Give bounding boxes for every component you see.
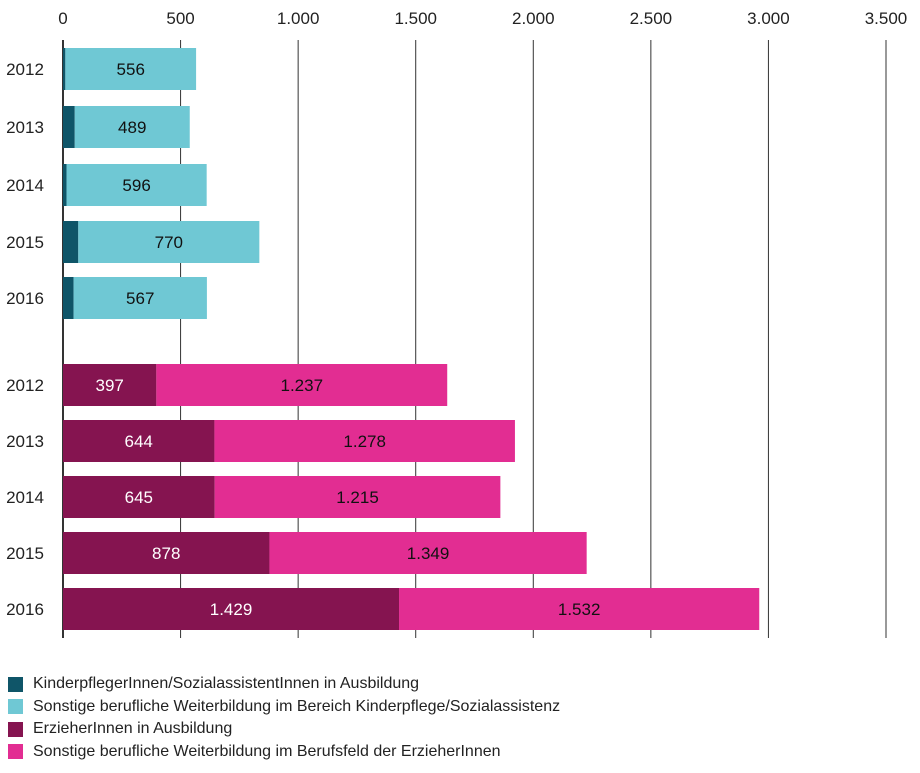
data-label: 567 xyxy=(126,289,154,308)
legend-label: Sonstige berufliche Weiterbildung im Ber… xyxy=(33,742,501,760)
bar xyxy=(399,588,760,630)
data-label: 596 xyxy=(122,176,150,195)
x-tick-label: 500 xyxy=(166,9,194,28)
data-label: 1.532 xyxy=(558,600,601,619)
bar xyxy=(63,48,66,90)
bar xyxy=(63,164,67,206)
legend-item: ErzieherInnen in Ausbildung xyxy=(8,718,560,741)
data-label: 397 xyxy=(95,376,123,395)
data-label: 1.278 xyxy=(343,432,386,451)
y-tick-label: 2012 xyxy=(6,60,44,79)
x-tick-label: 3.000 xyxy=(747,9,790,28)
stacked-bar-chart: 0 500 1.000 1.500 2.000 2.500 3.000 3.500 556 48… xyxy=(6,9,907,638)
bar xyxy=(63,588,400,630)
bar xyxy=(63,364,157,406)
legend-label: KinderpflegerInnen/SozialassistentInnen … xyxy=(33,675,420,693)
x-tick-label: 1.500 xyxy=(394,9,437,28)
legend-item: KinderpflegerInnen/SozialassistentInnen … xyxy=(8,673,560,696)
bar xyxy=(156,364,448,406)
x-tick-label: 0 xyxy=(58,9,67,28)
y-tick-label: 2013 xyxy=(6,432,44,451)
legend-swatch xyxy=(8,721,23,737)
data-label: 645 xyxy=(125,488,153,507)
y-tick-label: 2012 xyxy=(6,376,44,395)
data-label: 1.237 xyxy=(281,376,324,395)
bar xyxy=(63,221,79,263)
bar xyxy=(65,48,197,90)
data-label: 489 xyxy=(118,118,146,137)
bar xyxy=(73,277,207,319)
legend-label: ErzieherInnen in Ausbildung xyxy=(33,720,233,738)
data-label: 556 xyxy=(117,60,145,79)
legend-swatch xyxy=(8,676,23,692)
y-tick-label: 2015 xyxy=(6,233,44,252)
data-label: 1.215 xyxy=(336,488,379,507)
legend-item: Sonstige berufliche Weiterbildung im Ber… xyxy=(8,696,560,719)
bar xyxy=(74,106,190,148)
bars: 556 489 596 770 567 397 1.237 644 1.278 645 1.215 8… xyxy=(63,48,760,630)
x-tick-label: 2.500 xyxy=(630,9,673,28)
x-axis-ticks: 0 500 1.000 1.500 2.000 2.500 3.000 3.500 xyxy=(58,9,907,28)
legend-label: Sonstige berufliche Weiterbildung im Ber… xyxy=(33,697,561,715)
x-tick-label: 3.500 xyxy=(865,9,908,28)
bar xyxy=(78,221,260,263)
data-label: 770 xyxy=(155,233,183,252)
bar xyxy=(66,164,207,206)
legend-item: Sonstige berufliche Weiterbildung im Ber… xyxy=(8,741,560,764)
bar xyxy=(269,532,587,574)
bar xyxy=(63,106,75,148)
data-label: 878 xyxy=(152,544,180,563)
y-tick-label: 2015 xyxy=(6,544,44,563)
bar xyxy=(63,476,215,518)
x-tick-label: 2.000 xyxy=(512,9,555,28)
legend-swatch xyxy=(8,744,23,760)
bar xyxy=(63,532,270,574)
y-tick-label: 2016 xyxy=(6,289,44,308)
bar xyxy=(63,420,215,462)
data-label: 644 xyxy=(125,432,153,451)
bar xyxy=(214,476,501,518)
y-tick-label: 2014 xyxy=(6,176,44,195)
y-tick-label: 2013 xyxy=(6,118,44,137)
data-label: 1.349 xyxy=(407,544,450,563)
bar xyxy=(214,420,515,462)
y-axis-labels: 2012 2013 2014 2015 2016 2012 2013 2014 2015 2016 xyxy=(6,60,44,619)
legend-swatch xyxy=(8,699,23,715)
legend: KinderpflegerInnen/SozialassistentInnen … xyxy=(8,673,560,763)
y-tick-label: 2014 xyxy=(6,488,44,507)
y-tick-label: 2016 xyxy=(6,600,44,619)
data-label: 1.429 xyxy=(210,600,253,619)
bar xyxy=(63,277,74,319)
x-tick-label: 1.000 xyxy=(277,9,320,28)
